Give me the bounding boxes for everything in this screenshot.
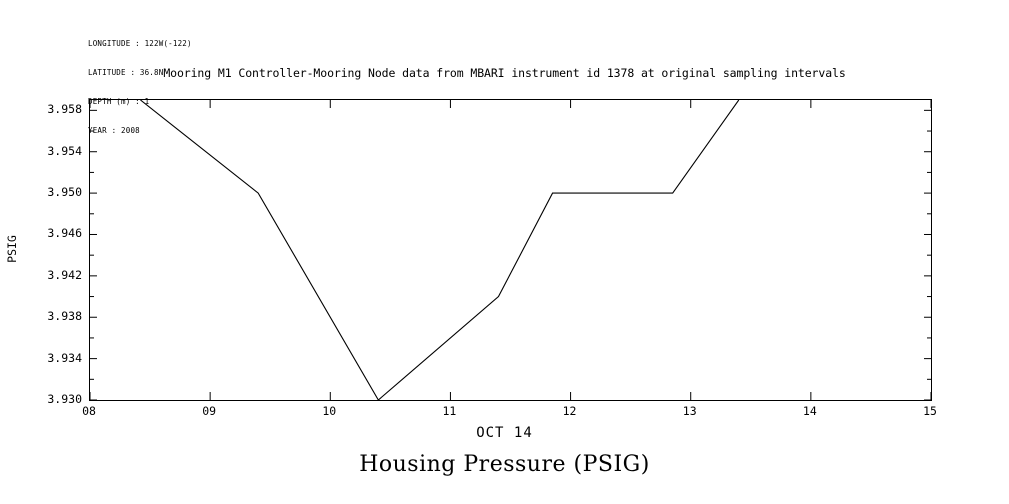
y-tick-label: 3.942 (47, 267, 82, 282)
x-tick-label: 10 (322, 404, 337, 418)
metadata-depth: DEPTH (m) : 1 (88, 96, 150, 106)
y-tick-label: 3.930 (47, 392, 82, 406)
y-axis-label: PSIG (5, 235, 19, 263)
y-tick-label: 3.946 (47, 226, 82, 241)
x-tick-label: 08 (82, 404, 96, 418)
y-tick-label: 3.958 (47, 102, 82, 117)
plot-canvas (90, 100, 931, 400)
y-tick-label: 3.954 (47, 143, 82, 158)
data-series-line (140, 100, 740, 400)
metadata-longitude: LONGITUDE : 122W(-122) (88, 39, 192, 49)
metadata-latitude: LATITUDE : 36.8N (88, 67, 164, 77)
metadata-year: YEAR : 2008 (88, 125, 140, 135)
x-tick-label: 11 (442, 404, 457, 418)
x-tick-label: 14 (802, 404, 817, 418)
x-axis-label: OCT 14 (476, 425, 533, 441)
x-tick-label: 13 (682, 404, 697, 418)
y-tick-label: 3.950 (47, 185, 82, 200)
x-tick-label: 15 (923, 404, 937, 418)
y-tick-label: 3.934 (47, 350, 82, 365)
x-tick-label: 09 (202, 404, 217, 418)
axis-ticks (90, 100, 931, 400)
plot-area (89, 99, 932, 401)
y-axis-tick-labels: 3.930 3.934 3.938 3.942 3.946 3.950 3.954 3.958 (0, 0, 82, 504)
figure-caption: Housing Pressure (PSIG) (359, 452, 650, 477)
y-tick-label: 3.938 (47, 309, 82, 324)
metadata-block: LONGITUDE : 122W(-122) LATITUDE : 36.8N … (88, 20, 192, 145)
chart-title: Mooring M1 Controller-Mooring Node data … (163, 66, 846, 80)
x-tick-label: 12 (562, 404, 577, 418)
